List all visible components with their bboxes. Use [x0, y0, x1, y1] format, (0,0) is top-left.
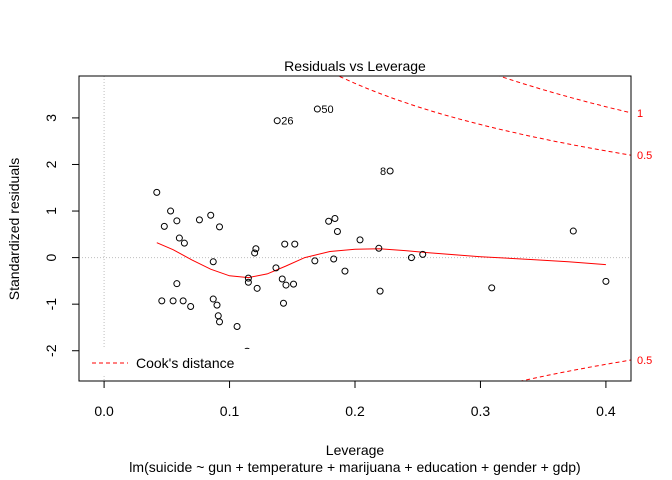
data-point [209, 258, 217, 266]
data-point [214, 312, 222, 320]
data-point [252, 245, 260, 253]
data-point [313, 105, 321, 113]
data-point [167, 207, 175, 215]
y-tick-label: -1 [43, 298, 59, 311]
point-label-50: 50 [321, 104, 333, 116]
data-point [207, 211, 215, 219]
smooth-line [156, 242, 606, 279]
x-tick-label: 0.4 [596, 403, 616, 419]
data-point [153, 188, 161, 196]
y-tick-label: 3 [43, 114, 59, 122]
data-point [158, 297, 166, 305]
data-point [209, 295, 217, 303]
chart-title: Residuals vs Leverage [284, 58, 426, 74]
data-point [290, 280, 298, 288]
data-point [341, 267, 349, 275]
data-point [273, 117, 281, 125]
legend-box [84, 349, 254, 375]
data-point [216, 223, 224, 231]
data-point [375, 244, 383, 252]
cooks-label-0-5-upper: 0.5 [637, 150, 652, 162]
x-tick-label: 0.2 [345, 403, 365, 419]
data-point [251, 249, 259, 257]
y-tick-label: 1 [43, 207, 59, 215]
data-point [333, 228, 341, 236]
legend-label-cooks-distance: Cook's distance [136, 355, 235, 371]
data-point [331, 214, 339, 222]
point-label-8: 8 [380, 166, 386, 178]
data-point [253, 284, 261, 292]
data-point [279, 299, 287, 307]
data-point [282, 281, 290, 289]
x-tick-label: 0.0 [94, 403, 114, 419]
data-point [244, 278, 252, 286]
data-point [173, 280, 181, 288]
smooth-line-group [156, 242, 606, 279]
x-axis-title: Leverage [326, 442, 385, 458]
x-axis: 0.0 0.1 0.2 0.3 0.4 [94, 380, 616, 419]
y-axis-title: Standardized residuals [6, 158, 22, 300]
data-point [325, 217, 333, 225]
data-point [179, 297, 187, 305]
y-tick-label: 0 [43, 254, 59, 262]
model-formula-subtitle: lm(suicide ~ gun + temperature + marijua… [129, 459, 580, 475]
data-point [272, 264, 280, 272]
y-axis: -2 -1 0 1 2 3 [43, 114, 80, 357]
legend: Cook's distance [84, 349, 254, 375]
data-point [376, 287, 384, 295]
data-point [160, 222, 168, 230]
data-point [213, 301, 221, 309]
data-point [233, 323, 241, 331]
data-point [187, 302, 195, 310]
point-label-26: 26 [281, 116, 293, 128]
data-point [407, 254, 415, 262]
data-point [356, 236, 364, 244]
data-point [180, 239, 188, 247]
cooks-label-1-upper: 1 [637, 108, 643, 120]
data-point [169, 297, 177, 305]
data-point [419, 250, 427, 258]
data-point [278, 275, 286, 283]
y-tick-label: 2 [43, 160, 59, 168]
data-point [216, 318, 224, 326]
data-point [569, 227, 577, 235]
data-point [195, 216, 203, 224]
data-point [175, 234, 183, 242]
data-point [386, 167, 394, 175]
reference-lines [79, 76, 631, 381]
cooks-label-0-5-lower: 0.5 [637, 355, 652, 367]
x-tick-label: 0.3 [471, 403, 491, 419]
cooks-distance-labels: 0.5 0.5 1 [637, 108, 652, 367]
data-point [311, 257, 319, 265]
data-point [488, 284, 496, 292]
data-point [173, 217, 181, 225]
y-tick-label: -2 [43, 344, 59, 357]
data-point [281, 240, 289, 248]
cooks-distance-curves [337, 76, 631, 381]
cooks-curve-1-upper [497, 76, 631, 114]
data-point [330, 255, 338, 263]
data-point [244, 274, 252, 282]
x-tick-label: 0.1 [220, 403, 240, 419]
data-points [153, 105, 610, 355]
cooks-curve-0-5-upper [337, 76, 631, 156]
data-point [602, 277, 610, 285]
data-point [291, 240, 299, 248]
point-labels: 26 50 8 [281, 104, 386, 178]
